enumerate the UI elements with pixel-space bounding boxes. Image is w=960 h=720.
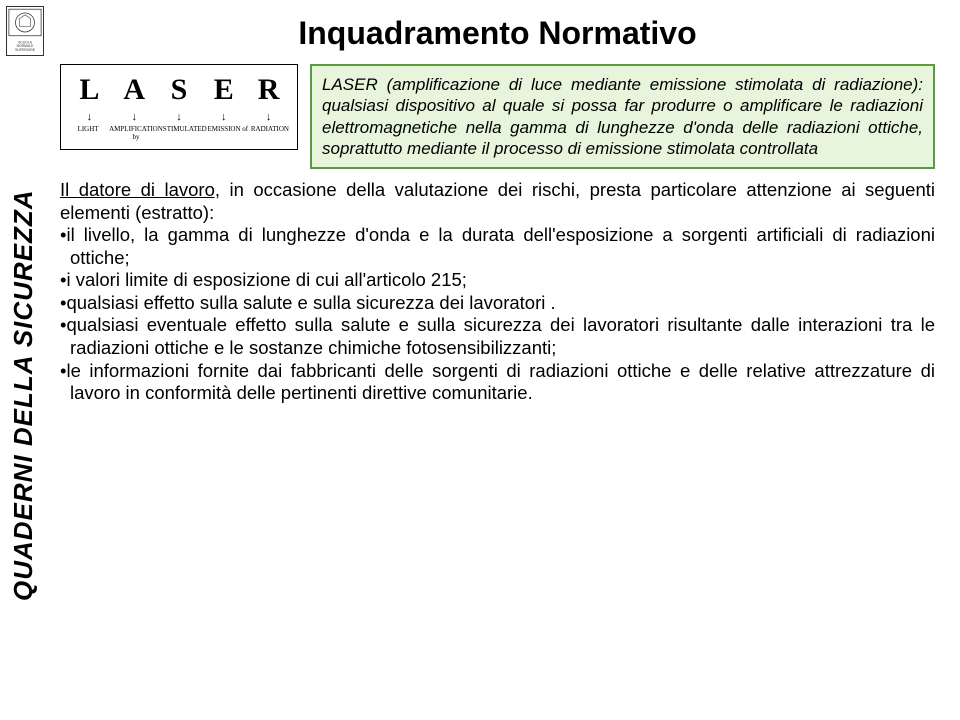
lead-paragraph: Il datore di lavoro, in occasione della … <box>60 179 935 224</box>
bullet-item: i valori limite di esposizione di cui al… <box>60 269 935 292</box>
laser-word: STIMULATED <box>163 125 207 141</box>
laser-word: AMPLIFICATION by <box>109 125 163 141</box>
arrow-down-icon: ↓ <box>157 111 202 123</box>
laser-word: LIGHT <box>67 125 109 141</box>
bullet-item: qualsiasi eventuale effetto sulla salute… <box>60 314 935 359</box>
arrow-down-icon: ↓ <box>201 111 246 123</box>
laser-acronym-diagram: LASER ↓↓↓↓↓ LIGHTAMPLIFICATION bySTIMULA… <box>60 64 298 150</box>
laser-letter: E <box>201 73 246 107</box>
main-text: Il datore di lavoro, in occasione della … <box>60 179 935 405</box>
sidebar: SCUOLANORMALESUPERIORE QUADERNI DELLA SI… <box>0 0 50 720</box>
lead-underlined: Il datore di lavoro, <box>60 179 220 200</box>
laser-word: RADIATION <box>249 125 291 141</box>
laser-letter: L <box>67 73 112 107</box>
arrow-down-icon: ↓ <box>246 111 291 123</box>
page-title: Inquadramento Normativo <box>60 15 935 52</box>
bullet-item: il livello, la gamma di lunghezze d'onda… <box>60 224 935 269</box>
laser-letter: S <box>157 73 202 107</box>
bullet-item: qualsiasi effetto sulla salute e sulla s… <box>60 292 935 315</box>
content-area: Inquadramento Normativo LASER ↓↓↓↓↓ LIGH… <box>60 15 935 405</box>
sidebar-title: QUADERNI DELLA SICUREZZA <box>8 75 46 715</box>
laser-word: EMISSION of <box>207 125 249 141</box>
university-logo: SCUOLANORMALESUPERIORE <box>6 6 44 56</box>
arrow-down-icon: ↓ <box>112 111 157 123</box>
bullet-list: il livello, la gamma di lunghezze d'onda… <box>60 224 935 405</box>
laser-letter: R <box>246 73 291 107</box>
svg-text:SUPERIORE: SUPERIORE <box>15 48 36 52</box>
row-diagram-definition: LASER ↓↓↓↓↓ LIGHTAMPLIFICATION bySTIMULA… <box>60 64 935 169</box>
definition-box: LASER (amplificazione di luce mediante e… <box>310 64 935 169</box>
bullet-item: le informazioni fornite dai fabbricanti … <box>60 360 935 405</box>
arrow-down-icon: ↓ <box>67 111 112 123</box>
laser-letter: A <box>112 73 157 107</box>
